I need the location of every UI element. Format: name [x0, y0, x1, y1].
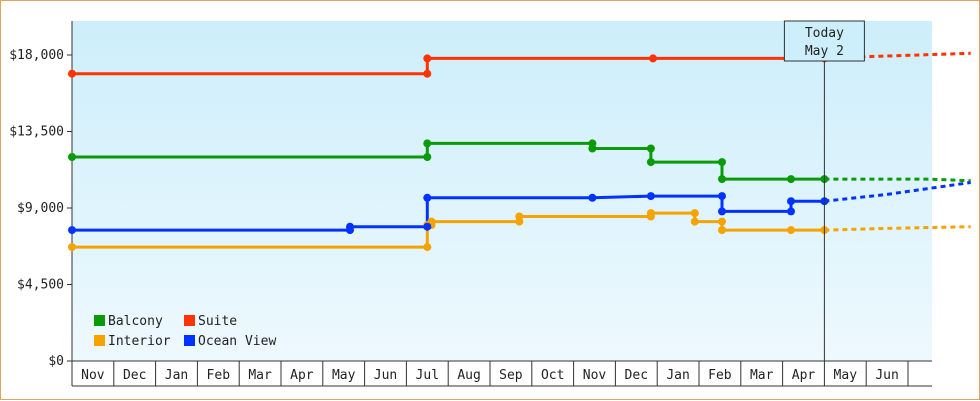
- data-point-balcony: [588, 144, 597, 153]
- data-point-suite: [68, 69, 76, 78]
- legend-swatch: [94, 335, 105, 346]
- legend: Balcony Suite Interior Ocean View: [94, 314, 276, 349]
- x-tick-label: Oct: [541, 368, 564, 383]
- x-tick-label: Apr: [290, 368, 314, 383]
- data-point-balcony: [423, 153, 432, 161]
- data-point-ocean-view: [787, 197, 795, 206]
- data-point-ocean-view: [718, 207, 726, 216]
- today-layer: Today May 2: [783, 20, 865, 361]
- x-tick-label: Dec: [625, 368, 648, 383]
- series-projection-balcony: [824, 177, 971, 183]
- x-tick-label: May: [834, 368, 858, 383]
- series-projection-ocean-view: [824, 181, 971, 203]
- y-tick-label: $18,000: [9, 48, 64, 63]
- x-tick-label: Nov: [583, 368, 607, 383]
- x-tick-label: Jan: [165, 368, 188, 383]
- data-point-ocean-view: [346, 222, 354, 231]
- data-point-ocean-view: [718, 192, 726, 201]
- legend-label: Interior: [108, 334, 171, 349]
- x-tick-label: Apr: [792, 368, 816, 383]
- data-point-ocean-view: [68, 226, 76, 235]
- x-tick-label: Jun: [374, 368, 397, 383]
- y-tick-label: $13,500: [9, 125, 64, 140]
- data-point-balcony: [787, 175, 795, 184]
- data-point-suite: [423, 54, 432, 63]
- data-point-ocean-view: [423, 193, 432, 202]
- data-point-interior: [515, 212, 524, 221]
- data-point-interior: [718, 217, 726, 226]
- x-tick-label: Nov: [81, 368, 105, 383]
- x-tick-label: May: [332, 368, 356, 383]
- today-box: [783, 20, 865, 62]
- data-point-balcony: [718, 158, 726, 167]
- data-point-interior: [646, 209, 655, 218]
- y-tick-label: $4,500: [17, 278, 64, 293]
- data-point-balcony: [718, 175, 726, 184]
- x-tick-label: Jan: [666, 368, 689, 383]
- y-tick-label: $9,000: [17, 201, 64, 216]
- x-tick-label: Aug: [457, 368, 480, 383]
- legend-label: Suite: [198, 314, 237, 329]
- series-projection-interior: [824, 225, 971, 232]
- data-point-suite: [423, 69, 432, 78]
- data-point-interior: [68, 243, 76, 252]
- legend-swatch: [184, 335, 195, 346]
- data-point-ocean-view: [588, 193, 597, 202]
- data-point-ocean-view: [646, 192, 655, 201]
- x-tick-label: Sep: [499, 368, 523, 383]
- data-point-suite: [649, 54, 657, 63]
- x-tick-label: Dec: [123, 368, 146, 383]
- x-tick-label: Mar: [750, 368, 774, 383]
- x-tick-label: Feb: [207, 368, 231, 383]
- legend-label: Ocean View: [198, 334, 276, 349]
- data-point-interior: [690, 209, 699, 218]
- axes-layer: $0 $4,500 $9,000 $13,500 $18,000 Nov Dec Jan Feb…: [9, 21, 932, 387]
- data-point-interior: [787, 226, 795, 235]
- legend-swatch: [94, 315, 105, 326]
- x-tick-label: Jul: [416, 368, 439, 383]
- today-date: May 2: [805, 44, 844, 59]
- data-point-interior: [690, 217, 699, 226]
- data-point-interior: [423, 243, 432, 252]
- legend-swatch: [184, 315, 195, 326]
- x-tick-label: Feb: [708, 368, 732, 383]
- data-point-ocean-view: [423, 222, 432, 231]
- data-point-balcony: [423, 139, 432, 148]
- x-tick-label: Mar: [248, 368, 272, 383]
- legend-label: Balcony: [108, 314, 163, 329]
- data-point-ocean-view: [787, 207, 795, 216]
- today-label: Today: [805, 26, 844, 41]
- data-point-interior: [718, 226, 726, 235]
- data-point-balcony: [68, 153, 76, 161]
- plot-background: [72, 21, 932, 361]
- x-tick-label: Jun: [875, 368, 898, 383]
- y-tick-label: $0: [48, 354, 64, 369]
- data-point-balcony: [646, 158, 655, 167]
- data-point-balcony: [646, 144, 655, 153]
